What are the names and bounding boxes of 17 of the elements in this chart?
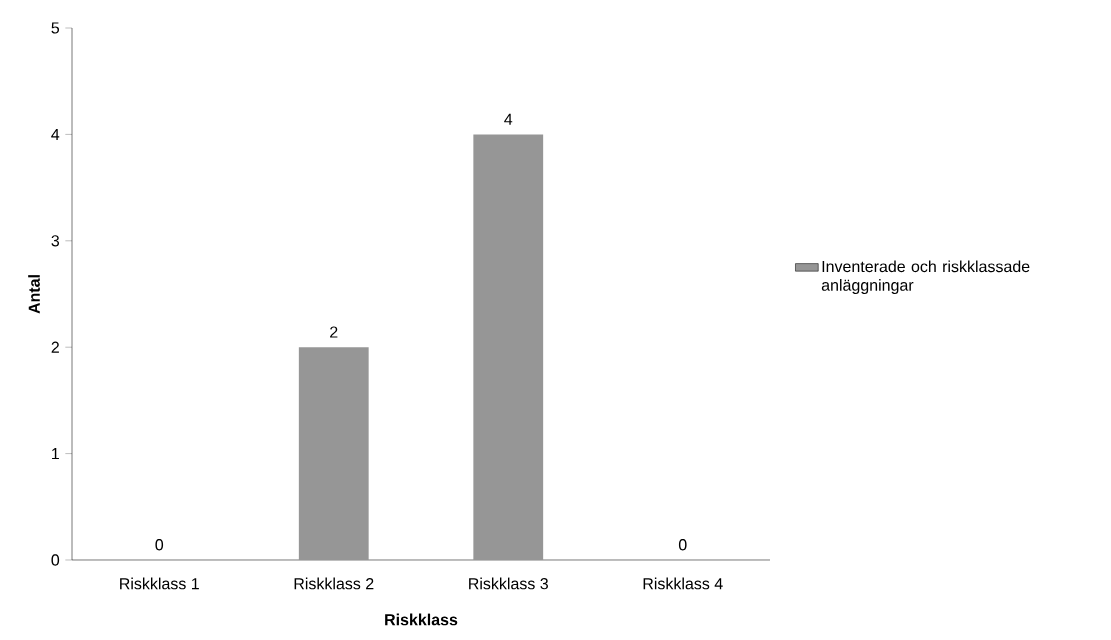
x-tick-label: Riskklass 4 xyxy=(643,577,723,590)
x-tick-label: Riskklass 3 xyxy=(469,577,548,590)
x-tick-label: Riskklass 2 xyxy=(294,577,374,590)
y-tick-label: 1 xyxy=(52,448,59,460)
x-axis-title: Riskklass xyxy=(385,613,458,626)
data-label: 0 xyxy=(678,539,687,551)
x-tick-label: Riskklass 1 xyxy=(120,577,199,590)
data-label: 0 xyxy=(155,539,164,551)
data-label: 4 xyxy=(504,113,513,125)
data-label: 2 xyxy=(330,326,338,338)
y-tick-label: 5 xyxy=(51,22,60,34)
y-tick-label: 3 xyxy=(51,235,60,247)
legend-label: Inventerade och riskklassade anläggningar xyxy=(821,260,1030,294)
y-tick-label: 2 xyxy=(51,341,59,353)
y-tick-label: 0 xyxy=(51,554,60,566)
y-axis-title: Antal xyxy=(28,275,40,314)
y-tick-label: 4 xyxy=(51,128,60,140)
